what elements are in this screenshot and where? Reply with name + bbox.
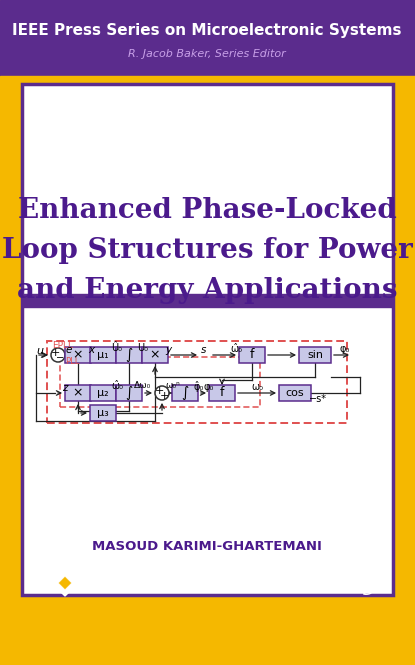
Bar [0,76,415,84]
FancyBboxPatch shape [172,385,198,401]
FancyBboxPatch shape [299,347,331,363]
Text: and Energy Applications: and Energy Applications [17,277,397,303]
Circle shape [51,348,65,362]
Text: ω̂₀: ω̂₀ [111,381,123,391]
Text: +: + [159,391,168,401]
Circle shape [155,386,169,400]
Text: sin: sin [307,350,323,360]
Text: Loop Structures for Power: Loop Structures for Power [2,237,413,263]
FancyBboxPatch shape [209,385,235,401]
Bar [22,294,393,307]
Polygon shape [58,577,72,590]
Text: μ₃: μ₃ [97,408,109,418]
Text: μ₁: μ₁ [97,350,109,360]
Text: φ̂₀: φ̂₀ [194,380,204,392]
FancyBboxPatch shape [142,347,168,363]
Text: u: u [37,346,44,356]
Text: Wiley: Wiley [302,571,378,595]
FancyBboxPatch shape [90,405,116,421]
Text: ∫: ∫ [125,348,133,362]
Text: −: − [56,353,64,363]
Text: ×: × [150,348,160,362]
Text: R. Jacob Baker, Series Editor: R. Jacob Baker, Series Editor [128,49,286,59]
Text: −s*: −s* [309,394,327,404]
Text: PLL: PLL [65,357,79,366]
Text: f: f [250,348,254,362]
Text: IEEE: IEEE [85,568,117,581]
Text: Enhanced Phase-Locked: Enhanced Phase-Locked [17,196,396,223]
Text: x: x [88,345,94,355]
Text: Û₀: Û₀ [112,343,122,353]
Text: Δω₀: Δω₀ [134,382,151,390]
FancyBboxPatch shape [239,347,265,363]
Text: φ₀: φ₀ [204,382,214,392]
Text: ∫: ∫ [181,386,189,400]
Text: ω₀: ω₀ [251,382,263,392]
Bar [22,84,393,595]
Polygon shape [52,570,78,596]
Text: IEEE Press Series on Microelectronic Systems: IEEE Press Series on Microelectronic Sys… [12,23,402,37]
Text: +: + [155,386,164,396]
Text: IEEE PRESS: IEEE PRESS [70,585,122,594]
Text: e: e [66,345,72,355]
Text: μ₂: μ₂ [97,388,109,398]
FancyBboxPatch shape [279,385,311,401]
Bar [22,84,393,595]
Text: s: s [201,345,207,355]
Text: y: y [165,345,171,355]
Text: f: f [220,386,224,400]
Text: ×: × [73,386,83,400]
FancyBboxPatch shape [116,385,142,401]
FancyBboxPatch shape [65,347,91,363]
Text: ∫: ∫ [125,386,133,400]
Text: ω̂₀: ω̂₀ [230,344,242,354]
Text: U₀: U₀ [137,343,149,353]
Text: MASOUD KARIMI-GHARTEMANI: MASOUD KARIMI-GHARTEMANI [92,541,322,553]
Text: cos: cos [286,388,304,398]
Text: z: z [62,383,68,393]
FancyBboxPatch shape [90,347,116,363]
FancyBboxPatch shape [90,385,116,401]
FancyBboxPatch shape [65,385,91,401]
Text: +: + [51,348,60,358]
Bar [0,0,415,76]
Text: ×: × [73,348,83,362]
Text: ω₀ⁿ: ω₀ⁿ [166,382,181,390]
FancyBboxPatch shape [116,347,142,363]
Text: φ₀: φ₀ [340,344,350,354]
Text: EPLL: EPLL [52,341,73,350]
